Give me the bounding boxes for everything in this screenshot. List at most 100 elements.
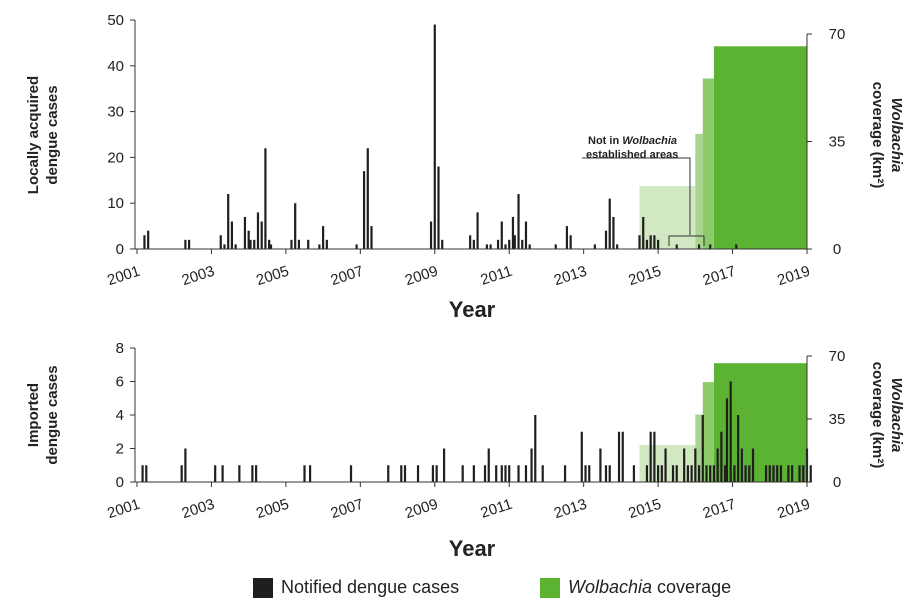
y-tick-label: 30 (107, 104, 124, 121)
case-bar (524, 465, 528, 482)
x-tick-label: 2013 (552, 263, 589, 289)
panel-local-cases: 0 10 20 30 40 50 0 35 70 2001 2003 2005 2007 2009 2011… (25, 12, 905, 322)
annotation-line1-pre: Not in (588, 135, 622, 147)
case-bar (370, 226, 373, 249)
case-bar (504, 244, 507, 249)
case-bar (431, 465, 435, 482)
case-bar (697, 244, 701, 249)
case-bar (671, 465, 675, 482)
annotation-text: Not in Wolbachia established areas (586, 135, 678, 161)
case-bar (238, 465, 241, 482)
wolbachia-coverage-step (639, 186, 696, 249)
y2-tick-label: 70 (829, 348, 846, 365)
case-bar (253, 239, 256, 249)
case-bar (645, 465, 649, 482)
legend-label-wolbachia-suffix: coverage (652, 577, 732, 597)
case-bar (517, 194, 520, 249)
case-bar (653, 431, 656, 482)
wolbachia-coverage-step (695, 414, 703, 482)
case-bar (517, 465, 520, 482)
case-bar (230, 221, 234, 249)
case-bar (530, 448, 533, 482)
y-axis-label-line: dengue cases (44, 85, 61, 184)
case-bar (751, 448, 755, 482)
case-bar (729, 381, 732, 482)
annotation-leader (582, 157, 691, 235)
case-bar (255, 465, 258, 482)
case-bar (461, 465, 464, 482)
case-bar (495, 465, 498, 482)
x-tick-label: 2011 (479, 263, 515, 289)
case-bar (683, 448, 686, 482)
annotation-line2: established areas (586, 149, 678, 161)
wolbachia-coverage-step (695, 133, 703, 249)
case-bar (612, 216, 615, 249)
case-bar (686, 465, 689, 482)
case-bar (664, 448, 667, 482)
case-bar (219, 235, 222, 249)
case-bar (604, 465, 608, 482)
case-bar (690, 465, 693, 482)
case-bar (387, 465, 390, 482)
x-tick-label: 2017 (701, 263, 738, 289)
case-bar (744, 465, 747, 482)
case-bar (653, 235, 656, 249)
case-bar (184, 239, 187, 249)
case-bar (791, 465, 794, 482)
case-bar (593, 244, 596, 249)
case-bar (569, 235, 572, 249)
annotation-bracket (668, 235, 705, 246)
case-bar (472, 465, 475, 482)
case-bar (511, 216, 515, 249)
case-bar (709, 244, 712, 249)
case-bar (528, 244, 531, 249)
case-bar (642, 216, 645, 249)
y-tick-label: 8 (116, 340, 124, 357)
case-bar (500, 221, 503, 249)
case-bar (675, 244, 678, 249)
case-bar (608, 198, 611, 249)
case-bar (318, 244, 321, 249)
case-bar (675, 465, 678, 482)
case-bar (748, 465, 751, 482)
x-tick-label: 2019 (775, 263, 812, 289)
x-axis-label: Year (449, 297, 496, 322)
case-bar (621, 431, 624, 482)
case-bar (349, 465, 353, 482)
case-bar (429, 221, 433, 249)
y2-tick-label: 35 (829, 411, 846, 428)
case-bar (403, 465, 407, 482)
x-tick-label: 2011 (479, 496, 515, 522)
case-bar (616, 244, 619, 249)
case-bar (541, 465, 544, 482)
x-tick-label: 2003 (180, 263, 217, 289)
case-bar (563, 465, 567, 482)
case-bar (221, 465, 224, 482)
legend-label-wolbachia-italic: Wolbachia (568, 577, 653, 597)
case-bar (604, 230, 608, 249)
x-tick-label: 2005 (254, 263, 291, 289)
y2-axis-label: Wolbachiacoverage (km²) (869, 82, 905, 189)
case-bar (400, 465, 403, 482)
case-bar (521, 239, 524, 249)
y-axis-label: Locally acquired dengue cases (25, 76, 61, 194)
case-bar (649, 431, 652, 482)
case-bar (416, 465, 420, 482)
case-bar (441, 239, 444, 249)
case-bar (500, 465, 503, 482)
case-bar (247, 230, 250, 249)
case-bar (145, 465, 148, 482)
case-bar (534, 415, 537, 482)
case-bar (809, 465, 812, 482)
case-bar (565, 226, 569, 249)
wolbachia-coverage-step (702, 78, 714, 250)
y2-axis-label-rest: coverage (km²) (869, 362, 886, 469)
case-bar (657, 465, 660, 482)
case-bar (249, 239, 252, 249)
case-bar (362, 171, 366, 249)
y-tick-label: 0 (116, 474, 124, 491)
case-bar (433, 24, 436, 249)
case-bar (645, 239, 649, 249)
y2-tick-label: 0 (833, 474, 841, 491)
y-tick-label: 20 (107, 149, 124, 166)
